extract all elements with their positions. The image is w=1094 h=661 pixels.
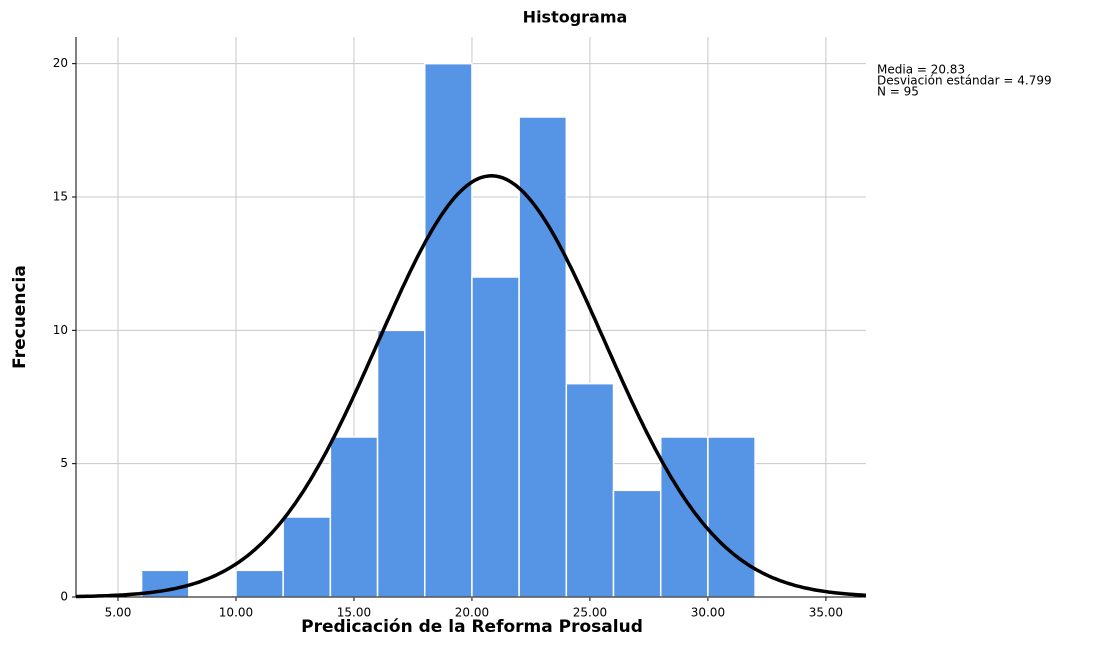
bar [659, 436, 709, 598]
annotation: N = 95 [877, 85, 919, 99]
bar [282, 516, 332, 598]
bar [329, 436, 379, 598]
bar [376, 329, 426, 598]
bar [424, 62, 473, 598]
y-tick-label: 20 [53, 56, 68, 70]
x-tick-label: 10.00 [219, 606, 253, 620]
x-tick-label: 20.00 [455, 606, 489, 620]
x-tick-label: 15.00 [337, 606, 371, 620]
y-tick-label: 15 [53, 190, 68, 204]
y-tick-label: 0 [60, 590, 68, 604]
chart-title: Histograma [523, 8, 628, 27]
annotation: Media = 20.83 [877, 63, 965, 77]
y-axis-label: Frecuencia [10, 265, 30, 369]
annotation: Desviación estándar = 4.799 [877, 74, 1052, 88]
bar [565, 382, 615, 598]
normal-curve [76, 174, 867, 599]
y-tick-label: 5 [60, 456, 68, 470]
bar [612, 489, 662, 598]
y-tick-label: 10 [53, 323, 68, 337]
x-tick-label: 30.00 [691, 606, 725, 620]
x-tick-label: 35.00 [809, 606, 843, 620]
bar [471, 276, 520, 598]
bar [518, 116, 568, 598]
x-tick-label: 25.00 [573, 606, 607, 620]
bar [235, 569, 284, 598]
x-tick-label: 5.00 [105, 606, 132, 620]
x-axis-label: Predicación de la Reforma Prosalud [301, 617, 643, 637]
bar [707, 436, 756, 598]
